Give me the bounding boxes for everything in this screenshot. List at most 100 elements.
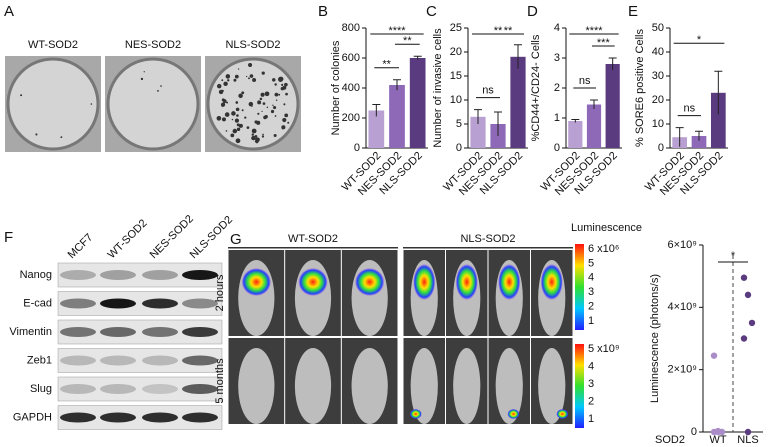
blot-band	[100, 412, 136, 423]
colony	[20, 94, 23, 97]
bar	[586, 104, 602, 148]
colony	[248, 62, 253, 68]
mouse	[410, 348, 438, 424]
blot-band	[60, 298, 96, 309]
y-tick-label: 15	[450, 70, 462, 82]
colony	[231, 111, 236, 116]
colony	[257, 100, 262, 105]
colony	[251, 128, 257, 134]
significance-label: ns	[482, 85, 494, 97]
colony	[143, 71, 145, 73]
colony	[285, 92, 288, 96]
signal	[413, 264, 436, 300]
x-axis-label: SOD2	[655, 434, 685, 446]
point	[740, 274, 748, 281]
colony	[251, 105, 253, 107]
blot-band	[100, 298, 136, 309]
y-tick-label: 5	[456, 118, 462, 130]
error-bar	[608, 57, 617, 70]
colony	[236, 114, 239, 117]
colony	[238, 123, 243, 128]
colorbar-label: 1	[588, 413, 594, 425]
signal	[498, 264, 521, 300]
colony	[232, 128, 238, 134]
significance-label: *	[731, 250, 736, 262]
colony	[284, 82, 288, 87]
y-tick-label: 400	[342, 82, 360, 94]
blot-row-label: GAPDH	[13, 411, 52, 423]
colony	[221, 117, 226, 122]
colony	[234, 118, 240, 123]
colony	[260, 92, 265, 97]
colony	[264, 115, 268, 119]
colorbar	[575, 344, 584, 428]
blot-band	[142, 384, 178, 394]
colony	[261, 110, 263, 112]
colony	[262, 102, 266, 105]
y-tick-label: 4×10⁹	[668, 301, 698, 313]
colony	[225, 74, 231, 79]
significance-label: **	[382, 59, 391, 71]
bar	[389, 85, 405, 148]
y-axis-label: %CD44+/CD24- Cells	[530, 34, 542, 141]
colony	[266, 106, 269, 109]
y-tick-label: 6×10⁹	[668, 239, 698, 251]
colony	[233, 78, 237, 82]
bar	[710, 92, 726, 148]
blot-row-label: Slug	[30, 383, 52, 395]
signal	[540, 264, 563, 300]
colony	[221, 89, 224, 92]
signal	[455, 264, 478, 300]
colony	[234, 74, 239, 79]
blot-band	[182, 270, 218, 280]
blot-band	[182, 384, 218, 394]
error-bar	[393, 79, 401, 91]
colony	[262, 133, 264, 136]
colorbar-label: 6 x10⁶	[588, 243, 619, 255]
colony	[273, 133, 277, 137]
y-tick-label: 0	[658, 142, 664, 154]
panel-letter: G	[230, 231, 242, 248]
blot-band	[182, 355, 218, 366]
signal	[556, 409, 569, 419]
image-label: NES-SOD2	[125, 39, 181, 51]
colony	[281, 83, 284, 86]
y-tick-label: 20	[450, 46, 462, 58]
colony	[249, 74, 254, 78]
significance-label: *	[697, 34, 702, 46]
colony	[216, 83, 222, 89]
error-bar	[675, 127, 684, 147]
blot-row-label: E-cad	[23, 297, 52, 309]
group-header-line	[228, 247, 398, 249]
colony	[278, 93, 281, 96]
colony	[257, 112, 260, 115]
y-tick-label: 40	[652, 46, 664, 58]
colony	[160, 85, 162, 87]
dish	[6, 57, 100, 151]
colorbar-label: 4	[588, 272, 594, 284]
x-tick-label: NLS	[737, 434, 758, 446]
colony	[236, 127, 241, 132]
group-header-line	[403, 247, 573, 249]
colony	[157, 89, 159, 92]
y-axis-label: Luminescence (photons/s)	[649, 274, 661, 403]
y-tick-label: 3	[554, 52, 560, 64]
colony	[246, 75, 248, 78]
y-tick-label: 25	[450, 22, 462, 34]
colony	[237, 68, 240, 70]
bar	[470, 116, 486, 148]
colony	[241, 91, 245, 95]
y-tick-label: 0	[354, 142, 360, 154]
colony	[227, 79, 230, 82]
colony	[264, 91, 270, 97]
y-tick-label: 800	[342, 22, 360, 34]
bar	[510, 56, 526, 148]
panel-letter: B	[318, 3, 328, 20]
error-bar	[494, 111, 502, 136]
y-axis-label: % SORE6 positive Cells	[634, 29, 646, 147]
colony	[246, 126, 250, 129]
error-bar	[372, 104, 381, 117]
blot-band	[60, 412, 96, 423]
colorbar-label: 2	[588, 395, 594, 407]
